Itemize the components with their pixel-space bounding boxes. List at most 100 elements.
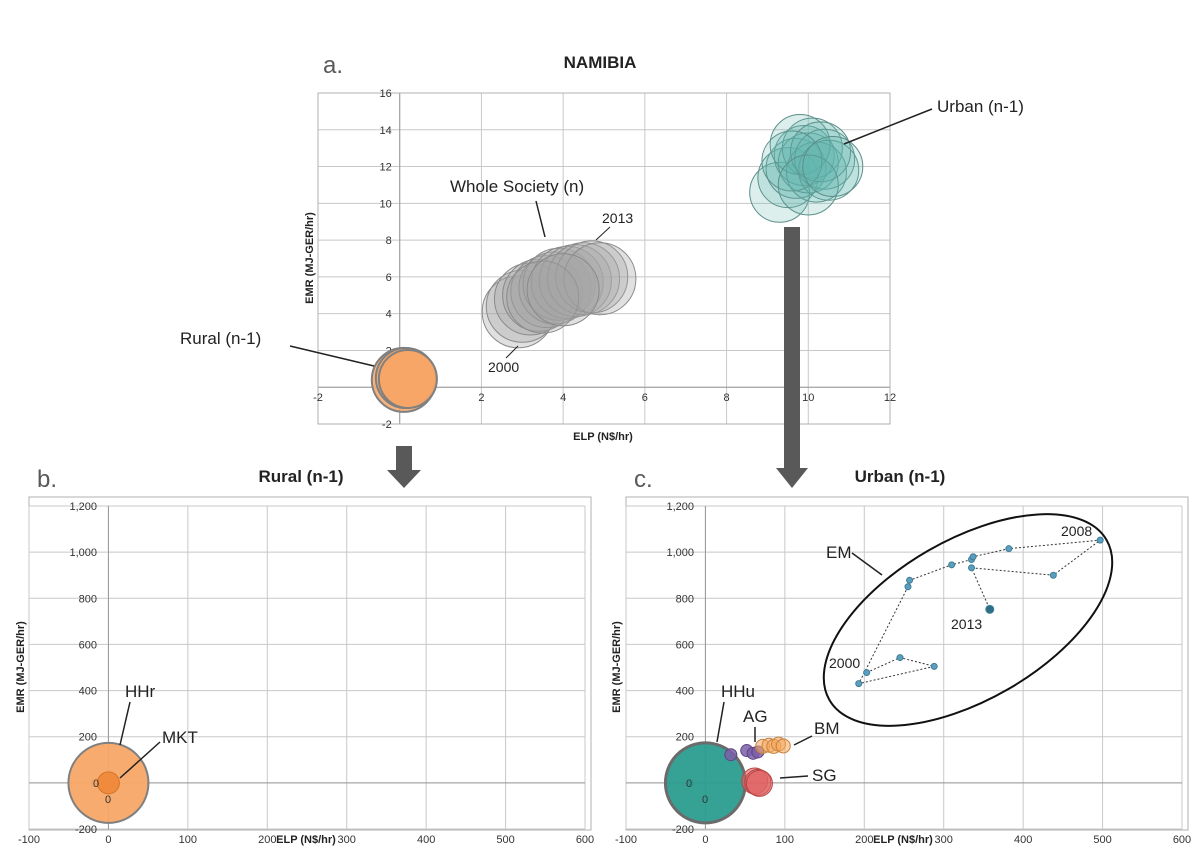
leader-2013-a (595, 226, 611, 241)
leader-hhu (716, 701, 725, 743)
annotation-hhr: HHr (125, 682, 156, 701)
em-trajectory (857, 539, 1102, 685)
point-em (863, 669, 871, 677)
x-tick-label: 8 (724, 392, 730, 404)
y-tick-label: 8 (386, 235, 392, 247)
y-tick-label: 800 (79, 593, 97, 605)
x-tick-label: 100 (776, 834, 794, 846)
x-tick-label: 300 (935, 834, 953, 846)
x-tick-label: 200 (855, 834, 873, 846)
y-tick-label: -200 (672, 824, 694, 836)
annotation-mkt: MKT (162, 728, 198, 747)
annotation-hhu: HHu (721, 682, 755, 701)
em-ellipse (822, 513, 1114, 727)
x-tick-label: 12 (884, 392, 896, 404)
x-tick-label: -100 (615, 834, 637, 846)
x-tick-label: 2 (478, 392, 484, 404)
point-urban-n-1 (802, 136, 864, 198)
panel-a-letter: a. (323, 52, 343, 79)
annotation-whole-society: Whole Society (n) (450, 177, 584, 196)
panel-b-data-label-0b: 0 (105, 794, 111, 806)
y-tick-label: 600 (676, 639, 694, 651)
x-tick-label: 500 (1093, 834, 1111, 846)
annotation-2000-a: 2000 (488, 359, 519, 375)
panel-a-x-axis-label: ELP (N$/hr) (573, 431, 633, 443)
annotation-sg: SG (812, 766, 837, 785)
y-tick-label: -2 (382, 419, 392, 431)
annotation-2013-c: 2013 (951, 616, 982, 632)
x-tick-label: 10 (802, 392, 814, 404)
panel-c-x-axis-label: ELP (N$/hr) (873, 834, 933, 846)
point-whole-society-n (547, 242, 621, 316)
annotation-rural: Rural (n-1) (180, 329, 261, 348)
panel-b: b. Rural (n-1) -100 0 100 200 300 400 500 600 -2… (15, 466, 594, 846)
x-tick-label: 300 (338, 834, 356, 846)
y-tick-label: 4 (386, 309, 392, 321)
annotation-urban: Urban (n-1) (937, 97, 1024, 116)
panel-c-data-label-0a: 0 (686, 778, 692, 790)
x-tick-label: 200 (258, 834, 276, 846)
panel-a-points (370, 113, 864, 413)
y-tick-label: 1,000 (666, 547, 694, 559)
point-urban-n-1 (761, 130, 823, 192)
point-em (985, 604, 995, 614)
panel-a-y-axis-label: EMR (MJ-GER/hr) (304, 212, 316, 304)
leader-whole-society (535, 200, 546, 238)
annotation-2013-a: 2013 (602, 210, 633, 226)
x-tick-label: 400 (1014, 834, 1032, 846)
leader-sg (779, 775, 809, 779)
point-mkt (96, 771, 120, 795)
point-em (1005, 545, 1013, 553)
y-tick-label: 1,200 (666, 501, 694, 513)
point-ag (724, 748, 738, 762)
x-tick-label: 0 (702, 834, 708, 846)
point-whole-society-n (526, 253, 600, 327)
y-tick-label: 600 (79, 639, 97, 651)
point-whole-society-n (555, 240, 629, 314)
panel-a: a. NAMIBIA -2024681012-20246810121416 EL… (180, 52, 1024, 443)
x-tick-label: 0 (105, 834, 111, 846)
y-tick-label: 200 (79, 732, 97, 744)
arrow-to-urban (776, 227, 808, 488)
point-whole-society-n (518, 251, 592, 325)
y-tick-label: 1,000 (69, 547, 97, 559)
y-tick-label: 14 (379, 125, 391, 137)
point-em (904, 583, 912, 591)
y-tick-label: 6 (386, 272, 392, 284)
point-em (896, 654, 904, 662)
panel-c-points (663, 536, 1104, 825)
y-tick-label: 200 (676, 732, 694, 744)
panel-c-title: Urban (n-1) (855, 467, 946, 486)
point-urban-n-1 (777, 154, 839, 216)
leader-rural (289, 345, 375, 367)
y-tick-label: 12 (379, 162, 391, 174)
y-tick-label: 400 (676, 686, 694, 698)
point-em (968, 564, 976, 572)
panel-b-x-axis-label: ELP (N$/hr) (276, 834, 336, 846)
y-tick-label: 10 (379, 198, 391, 210)
x-tick-label: 600 (576, 834, 594, 846)
leader-em (851, 552, 883, 576)
panel-c-ticks: -100 0 100 200 300 400 500 600 -200 0 200 400 600 800… (615, 501, 1191, 846)
annotation-bm: BM (814, 719, 840, 738)
panel-b-title: Rural (n-1) (259, 467, 344, 486)
y-tick-label: 16 (379, 88, 391, 100)
point-whole-society-n (481, 275, 555, 349)
x-tick-label: 600 (1173, 834, 1191, 846)
x-tick-label: -2 (313, 392, 323, 404)
point-bm (775, 738, 791, 754)
point-whole-society-n (563, 242, 637, 316)
annotation-em: EM (826, 543, 852, 562)
x-tick-label: 400 (417, 834, 435, 846)
leader-2000-a (505, 345, 519, 359)
y-tick-label: -200 (75, 824, 97, 836)
point-em (1049, 571, 1057, 579)
leader-urban (843, 108, 933, 145)
panel-b-points (67, 741, 150, 824)
point-em (1096, 536, 1104, 544)
point-rural-n-1 (377, 348, 438, 409)
panel-c-letter: c. (634, 466, 653, 493)
panel-c-data-label-0b: 0 (702, 794, 708, 806)
x-tick-label: 100 (179, 834, 197, 846)
